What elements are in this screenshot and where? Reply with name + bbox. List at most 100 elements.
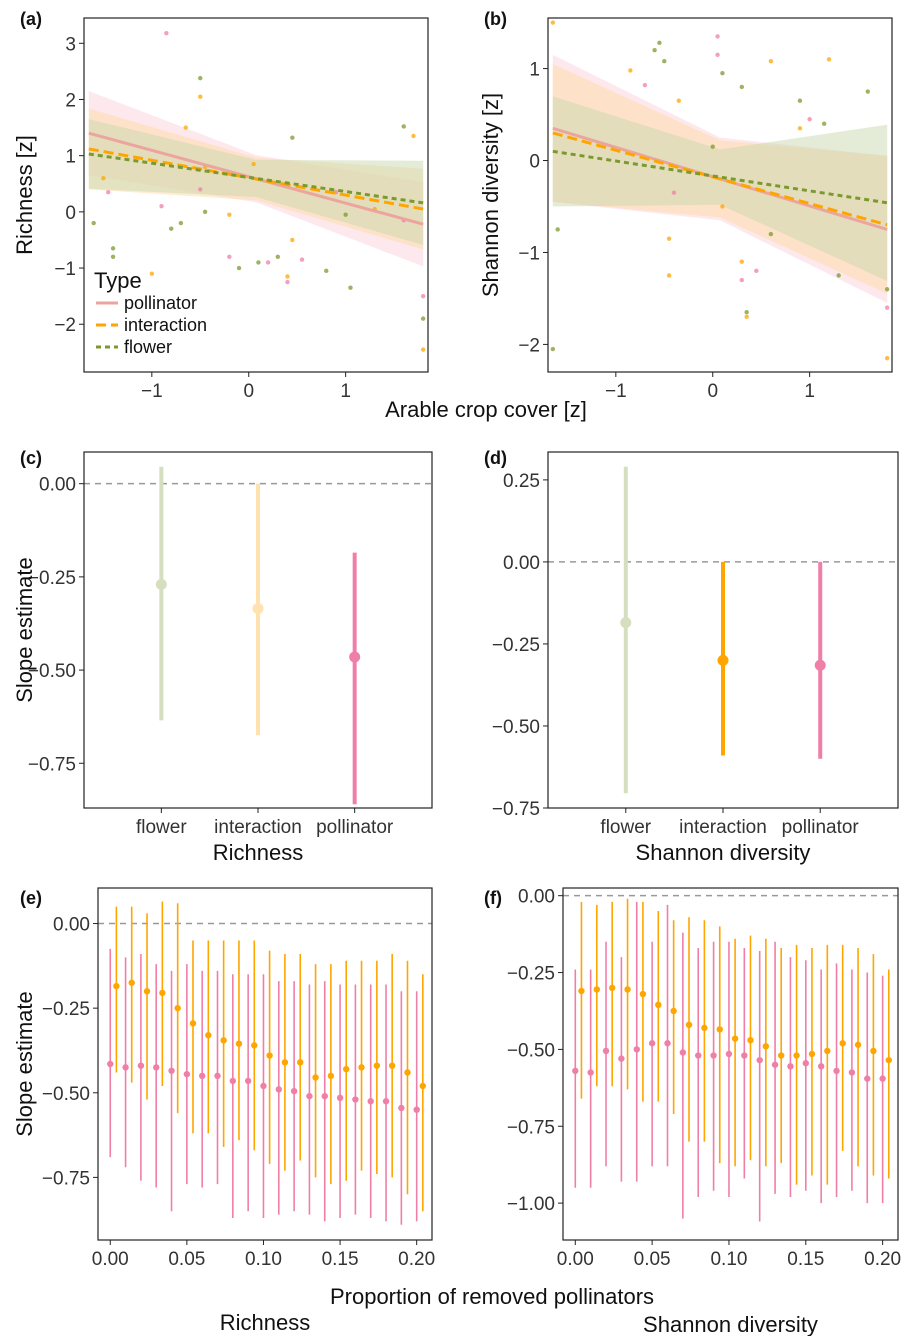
panel-e-estimate-interaction: [281, 1059, 289, 1066]
panel-e-estimate-pollinator: [321, 1092, 328, 1100]
panel-c-y-label: Slope estimate: [12, 557, 37, 703]
panel-e-estimate-pollinator: [168, 1067, 175, 1074]
panel-a-point-pollinator: [420, 293, 426, 299]
panel-letter-f: (f): [484, 888, 502, 908]
panel-d-ytick-label: −0.25: [492, 635, 540, 656]
panel-a-point-flower: [169, 226, 174, 231]
panel-d-ytick-label: 0.25: [503, 471, 540, 492]
panel-a-point-flower: [202, 209, 208, 215]
panel-a-point-flower: [178, 220, 184, 226]
panel-c-x-label: Richness: [213, 840, 303, 865]
legend-label-interaction: interaction: [124, 315, 207, 335]
panel-b-point-flower: [710, 144, 715, 149]
panel-f-estimate-interaction: [716, 1026, 723, 1033]
panel-d-estimate-pollinator: [814, 659, 826, 671]
panel-f-estimate-interaction: [870, 1047, 877, 1055]
panel-f-estimate-interaction: [885, 1056, 892, 1064]
panel-e-estimate-pollinator: [107, 1060, 114, 1068]
panel-b-point-interaction: [666, 236, 672, 241]
panel-e-estimate-interaction: [343, 1065, 350, 1073]
panel-e-ytick-label: −0.25: [42, 999, 90, 1020]
panel-e-estimate-interaction: [358, 1064, 365, 1071]
panel-b-point-pollinator: [739, 277, 745, 283]
panel-e-estimate-interaction: [174, 1004, 181, 1012]
panel-f-estimate-pollinator: [648, 1040, 656, 1047]
panel-a-point-interaction: [411, 133, 416, 139]
panel-a-ci-band-flower: [88, 119, 424, 245]
panel-f-ytick-label: −0.50: [507, 1040, 555, 1061]
panel-e-estimate-pollinator: [336, 1094, 344, 1102]
panel-a-point-pollinator: [106, 189, 111, 195]
panel-f-estimate-interaction: [701, 1024, 708, 1032]
panel-b-point-flower: [662, 59, 667, 64]
panel-letter-a: (a): [20, 9, 42, 29]
panel-e-xtick-label: 0.20: [398, 1249, 435, 1270]
panel-b-point-flower: [836, 273, 841, 278]
panel-f-estimate-pollinator: [695, 1052, 702, 1059]
panel-a-point-flower: [256, 260, 261, 265]
panel-a-point-interaction: [285, 274, 290, 279]
panel-e-estimate-pollinator: [275, 1086, 282, 1093]
panel-b-fit-line-flower: [552, 149, 888, 205]
panel-d: flower interaction pollinator 0.25 0.00 −0.25…: [492, 451, 899, 865]
panel-f-xtick-label: 0.20: [864, 1249, 901, 1270]
panel-f-estimate-pollinator: [771, 1061, 779, 1068]
panel-e-estimate-interaction: [159, 989, 166, 997]
panel-e-estimate-pollinator: [153, 1064, 160, 1071]
panel-e-estimate-interaction: [143, 988, 151, 995]
panel-e-ytick-label: 0.00: [53, 915, 90, 936]
panel-d-ytick-label: 0.00: [503, 553, 540, 574]
panel-e-estimate-interaction: [388, 1062, 396, 1069]
panel-b-xtick-label: 0: [707, 381, 718, 402]
panel-b-ytick-label: −2: [518, 335, 540, 356]
panel-b-point-interaction: [826, 57, 832, 62]
panel-f-estimate-pollinator: [664, 1040, 671, 1047]
panel-f-estimate-interaction: [685, 1021, 693, 1029]
panel-b-point-interaction: [739, 259, 745, 264]
panel-b-ci-band-flower: [552, 96, 888, 281]
panel-a-point-pollinator: [227, 254, 232, 260]
panel-f-estimate-interaction: [670, 1007, 677, 1015]
panel-f-estimate-pollinator: [741, 1052, 748, 1059]
panel-c-ytick-label: −0.75: [28, 754, 76, 775]
panel-e-estimate-interaction: [235, 1040, 243, 1047]
panel-f-estimate-interaction: [747, 1036, 754, 1044]
panel-a-point-interaction: [420, 347, 426, 352]
panel-f-estimate-pollinator: [848, 1069, 856, 1076]
panel-e-estimate-interaction: [312, 1074, 319, 1081]
panel-f-estimate-interaction: [608, 984, 616, 992]
panel-b: −2 −1 0 1 −1 0 1 Shannon diversity [z]: [478, 17, 893, 402]
panel-a-point-interaction: [101, 175, 106, 181]
panel-f-xtick-label: 0.10: [710, 1249, 747, 1270]
panel-d-ytick-label: −0.50: [492, 717, 540, 738]
panel-f-estimate-pollinator: [864, 1075, 871, 1082]
panel-f-ytick-label: −0.25: [507, 964, 555, 985]
panel-f-ytick-label: −0.75: [507, 1117, 555, 1138]
panel-b-point-flower: [884, 287, 890, 292]
panel-a-point-flower: [110, 246, 116, 251]
panel-a-point-flower: [275, 254, 281, 260]
panel-c-ytick-label: −0.50: [28, 661, 76, 682]
panel-f-estimate-interaction: [639, 990, 647, 998]
panel-c-xtick-label: pollinator: [316, 817, 394, 838]
panel-b-point-flower: [865, 89, 870, 94]
panel-b-point-flower: [657, 40, 662, 46]
panel-e-estimate-interaction: [297, 1059, 304, 1066]
panel-a-point-flower: [91, 220, 96, 226]
panel-c-ytick-label: 0.00: [39, 475, 76, 496]
panel-b-point-flower: [555, 227, 560, 232]
panel-e-estimate-pollinator: [413, 1106, 420, 1113]
panel-e-xtick-label: 0.05: [168, 1249, 205, 1270]
panel-f-estimate-pollinator: [833, 1067, 840, 1075]
panel-a-point-flower: [290, 135, 295, 140]
panel-a-ytick-label: 3: [65, 34, 76, 55]
panel-f-estimate-pollinator: [710, 1052, 717, 1059]
panel-b-point-flower: [797, 98, 803, 103]
panel-f-estimate-interaction: [762, 1043, 770, 1050]
panel-f-xtick-label: 0.05: [634, 1249, 671, 1270]
panel-b-y-label: Shannon diversity [z]: [478, 93, 503, 297]
panel-e-xtick-label: 0.10: [245, 1249, 282, 1270]
panel-f-estimate-interaction: [731, 1035, 739, 1042]
panel-e-estimate-pollinator: [214, 1072, 221, 1080]
